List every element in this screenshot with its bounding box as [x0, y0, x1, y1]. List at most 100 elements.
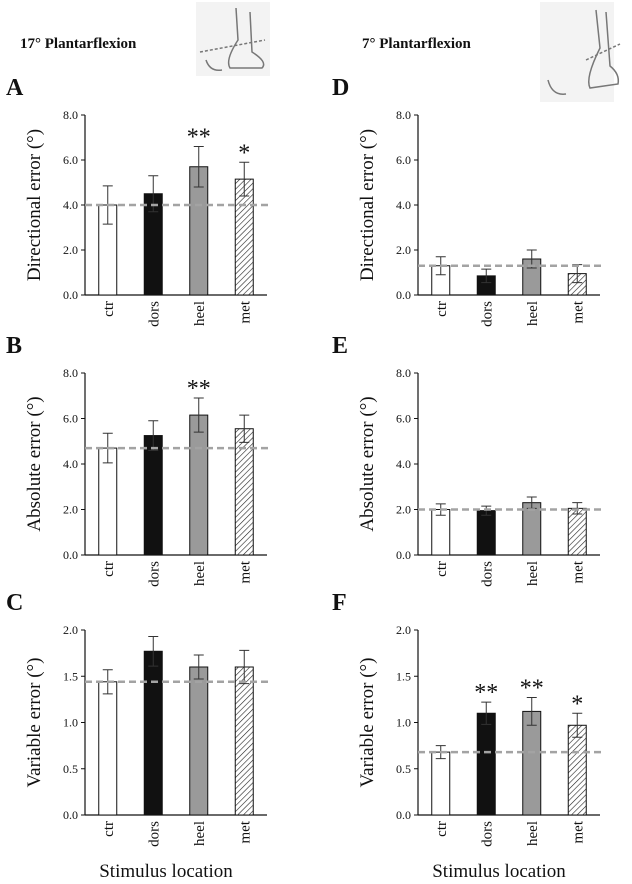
y-tick-label: 4.0	[63, 198, 78, 212]
y-tick-label: 2.0	[63, 623, 78, 637]
y-axis-title: Variable error (°)	[24, 658, 45, 788]
x-tick-label: heel	[192, 561, 208, 586]
y-tick-label: 0.0	[63, 548, 78, 562]
x-tick-label: dors	[479, 821, 495, 847]
x-tick-label: dors	[146, 821, 162, 847]
error-bar	[572, 712, 583, 738]
y-tick-label: 0.0	[396, 548, 411, 562]
bar	[98, 681, 118, 816]
panel-label: A	[6, 75, 24, 101]
x-axis-title: Stimulus location	[432, 861, 566, 882]
y-axis-title: Absolute error (°)	[357, 396, 378, 531]
y-tick-label: 2.0	[396, 243, 411, 257]
bar	[234, 666, 254, 816]
y-tick-label: 0.0	[396, 288, 411, 302]
x-tick-label: met	[570, 300, 586, 323]
y-tick-label: 6.0	[63, 153, 78, 167]
x-tick-label: dors	[479, 301, 495, 327]
y-tick-label: 1.5	[396, 669, 411, 683]
y-tick-label: 8.0	[63, 108, 78, 122]
x-tick-label: heel	[192, 301, 208, 326]
error-bar	[481, 701, 492, 725]
x-tick-label: ctr	[434, 561, 450, 577]
significance-marker: **	[520, 676, 544, 702]
y-tick-label: 4.0	[396, 457, 411, 471]
y-tick-label: 2.0	[63, 503, 78, 517]
bar	[522, 710, 542, 816]
y-tick-label: 6.0	[396, 412, 411, 426]
x-tick-label: ctr	[101, 561, 117, 577]
foot-illustration	[196, 2, 621, 102]
y-tick-label: 6.0	[396, 153, 411, 167]
bar	[431, 751, 451, 816]
x-tick-label: ctr	[434, 821, 450, 837]
error-bar	[239, 414, 250, 443]
y-tick-label: 8.0	[63, 366, 78, 380]
bar	[567, 724, 587, 816]
y-tick-label: 4.0	[63, 457, 78, 471]
x-tick-label: heel	[525, 301, 541, 326]
significance-marker: **	[187, 376, 211, 402]
bar	[476, 510, 496, 556]
bar	[143, 435, 163, 556]
bar	[189, 414, 209, 556]
bar	[431, 509, 451, 556]
y-tick-label: 2.0	[396, 623, 411, 637]
error-bar	[481, 268, 492, 284]
significance-marker: **	[187, 125, 211, 151]
error-bar	[148, 635, 159, 667]
panel-label: C	[6, 590, 23, 616]
x-tick-label: heel	[525, 821, 541, 846]
panel-label: F	[332, 590, 347, 616]
y-axis-title: Directional error (°)	[357, 129, 378, 281]
x-tick-label: ctr	[434, 301, 450, 317]
y-axis-title: Absolute error (°)	[24, 396, 45, 531]
y-axis-title: Directional error (°)	[24, 129, 45, 281]
x-tick-label: ctr	[101, 301, 117, 317]
y-axis-title: Variable error (°)	[357, 658, 378, 788]
bar	[476, 712, 496, 816]
x-tick-label: met	[237, 560, 253, 583]
y-tick-label: 0.0	[396, 808, 411, 822]
error-bar	[239, 649, 250, 685]
y-tick-label: 8.0	[396, 366, 411, 380]
bar	[567, 507, 587, 556]
bar	[189, 666, 209, 816]
y-tick-label: 0.5	[396, 762, 411, 776]
y-tick-label: 1.0	[396, 716, 411, 730]
x-tick-label: met	[237, 820, 253, 843]
significance-marker: *	[571, 691, 583, 717]
x-tick-label: heel	[525, 561, 541, 586]
y-tick-label: 1.0	[63, 716, 78, 730]
error-bar	[193, 397, 204, 433]
x-tick-label: dors	[146, 301, 162, 327]
y-tick-label: 2.0	[63, 243, 78, 257]
x-tick-label: met	[237, 300, 253, 323]
error-bar	[193, 654, 204, 680]
y-tick-label: 0.0	[63, 808, 78, 822]
x-axis-title: Stimulus location	[99, 861, 233, 882]
panel-label: B	[6, 333, 22, 359]
x-tick-label: met	[570, 560, 586, 583]
error-bar	[239, 161, 250, 197]
y-tick-label: 0.5	[63, 762, 78, 776]
error-bar	[193, 146, 204, 188]
y-tick-label: 4.0	[396, 198, 411, 212]
x-tick-label: dors	[479, 561, 495, 587]
error-bar	[148, 420, 159, 451]
error-bar	[526, 697, 537, 726]
y-tick-label: 0.0	[63, 288, 78, 302]
column-title: 7° Plantarflexion	[362, 36, 472, 52]
y-tick-label: 8.0	[396, 108, 411, 122]
significance-marker: **	[474, 680, 498, 706]
significance-marker: *	[238, 140, 250, 166]
bar	[234, 178, 254, 296]
column-title: 17° Plantarflexion	[20, 36, 137, 52]
y-tick-label: 6.0	[63, 412, 78, 426]
x-tick-label: dors	[146, 561, 162, 587]
bar	[143, 650, 163, 816]
panel-label: E	[332, 333, 348, 359]
x-tick-label: met	[570, 820, 586, 843]
bar	[98, 447, 118, 556]
